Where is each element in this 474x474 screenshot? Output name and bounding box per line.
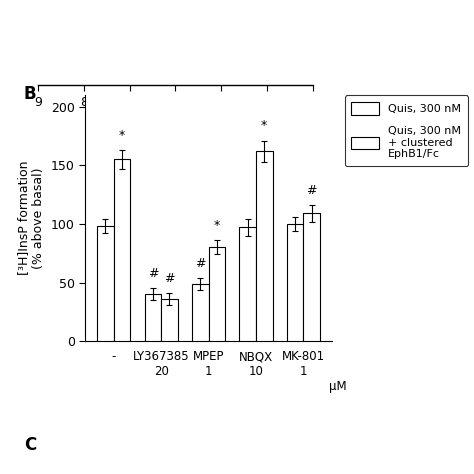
Bar: [161, 299, 178, 341]
Bar: [145, 294, 161, 341]
Text: #: #: [195, 257, 206, 270]
Bar: [303, 213, 320, 341]
X-axis label: quisqualate, -log [M]: quisqualate, -log [M]: [102, 113, 249, 126]
Text: #: #: [306, 184, 317, 197]
Bar: [239, 228, 256, 341]
Text: *: *: [119, 129, 125, 142]
Bar: [192, 284, 209, 341]
Bar: [287, 224, 303, 341]
Legend: Quis, 300 nM, Quis, 300 nM
+ clustered
EphB1/Fc: Quis, 300 nM, Quis, 300 nM + clustered E…: [345, 95, 468, 166]
Text: B: B: [24, 85, 36, 103]
Text: μM: μM: [329, 380, 347, 393]
Text: *: *: [261, 119, 267, 132]
Text: #: #: [164, 272, 175, 285]
Text: C: C: [24, 436, 36, 454]
Y-axis label: [³H]InsP formation
(% above basal): [³H]InsP formation (% above basal): [18, 161, 46, 275]
Bar: [97, 226, 114, 341]
Text: *: *: [214, 219, 220, 232]
Bar: [256, 151, 273, 341]
Text: #: #: [147, 267, 158, 280]
Bar: [114, 159, 130, 341]
Bar: [209, 247, 225, 341]
